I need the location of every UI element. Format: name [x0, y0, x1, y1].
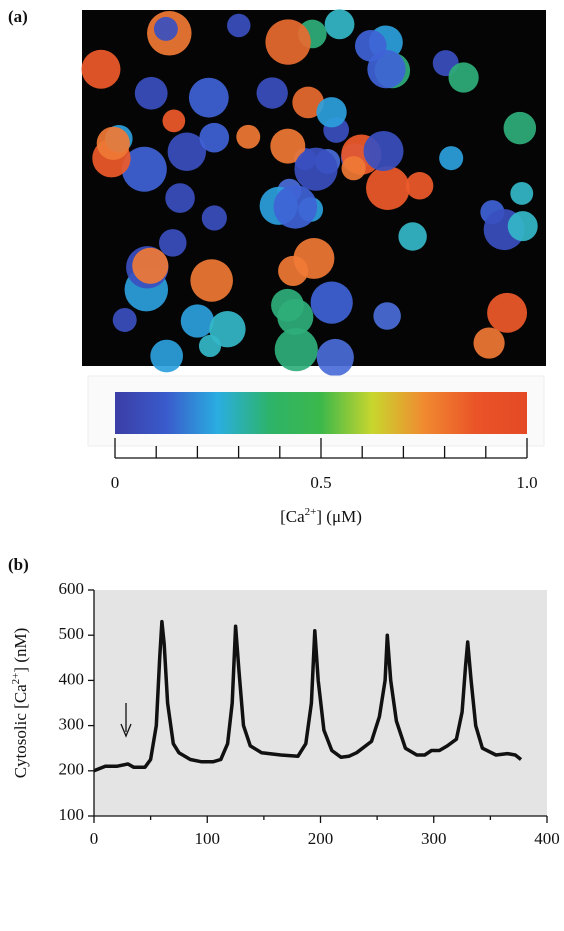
cell: [398, 222, 427, 251]
data-line: [93, 619, 523, 773]
cell: [341, 156, 366, 181]
y-axis-label-part: 2+: [10, 673, 22, 685]
colorbar: [115, 392, 527, 434]
cell: [366, 166, 410, 210]
cell: [373, 302, 401, 330]
cell: [190, 259, 233, 302]
cell: [316, 97, 347, 128]
cell: [265, 19, 311, 65]
cell: [507, 211, 538, 242]
y-axis-label-part: Cytosolic [Ca: [11, 684, 30, 778]
x-axis-label: [Ca2+] (μM): [280, 506, 362, 526]
panel-label: (b): [8, 555, 29, 574]
y-axis-label: Cytosolic [Ca2+] (nM): [10, 628, 30, 779]
x-axis-label-part: [Ca: [280, 507, 305, 526]
cell: [292, 86, 324, 119]
cell: [293, 238, 335, 279]
cell: [273, 185, 318, 229]
x-tick-label: 300: [421, 829, 447, 848]
cell: [277, 298, 314, 335]
y-axis-label-part: ] (nM): [11, 628, 30, 673]
x-tick-label: 0: [90, 829, 99, 848]
arrow-head: [120, 723, 132, 738]
cell: [165, 183, 195, 213]
cell: [180, 304, 215, 338]
x-tick-label: 0.5: [310, 473, 331, 492]
y-tick-label: 500: [59, 624, 85, 643]
y-tick-label: 100: [59, 805, 85, 824]
cell: [405, 172, 434, 200]
cell: [199, 122, 230, 153]
y-tick-label: 400: [59, 669, 85, 688]
cell: [209, 310, 246, 348]
cell: [310, 281, 353, 324]
cell: [153, 16, 178, 41]
y-tick-label: 200: [59, 760, 85, 779]
cell: [487, 292, 528, 333]
cell: [270, 128, 306, 164]
cell: [294, 147, 338, 191]
cell: [188, 77, 229, 118]
cell: [158, 229, 187, 257]
cell: [81, 49, 121, 89]
cells: [81, 9, 538, 377]
cell: [363, 131, 404, 172]
x-axis-label-part: ] (μM): [316, 507, 361, 526]
cell: [112, 307, 137, 332]
cell: [132, 247, 169, 284]
cell: [367, 50, 406, 89]
cell: [274, 328, 318, 372]
x-tick-label: 200: [308, 829, 334, 848]
cell: [473, 327, 505, 359]
cell: [503, 111, 537, 145]
cell: [96, 126, 130, 160]
cell: [167, 132, 207, 172]
x-axis-label-part: 2+: [305, 506, 317, 518]
cell: [162, 109, 186, 133]
x-tick-label: 400: [534, 829, 560, 848]
cell: [227, 13, 251, 38]
cell: [510, 182, 534, 205]
cell: [439, 146, 464, 171]
cell: [121, 146, 167, 192]
cell: [324, 9, 355, 40]
cell: [256, 77, 288, 109]
panel-label: (a): [8, 7, 28, 26]
y-tick-label: 600: [59, 579, 85, 598]
y-tick-label: 300: [59, 715, 85, 734]
x-tick-label: 100: [195, 829, 221, 848]
cell: [448, 62, 479, 93]
cell: [201, 205, 227, 231]
cell: [150, 339, 184, 373]
x-tick-label: 0: [111, 473, 120, 492]
cell: [316, 338, 354, 377]
cell: [134, 76, 168, 110]
cell: [236, 124, 261, 149]
x-tick-label: 1.0: [516, 473, 537, 492]
